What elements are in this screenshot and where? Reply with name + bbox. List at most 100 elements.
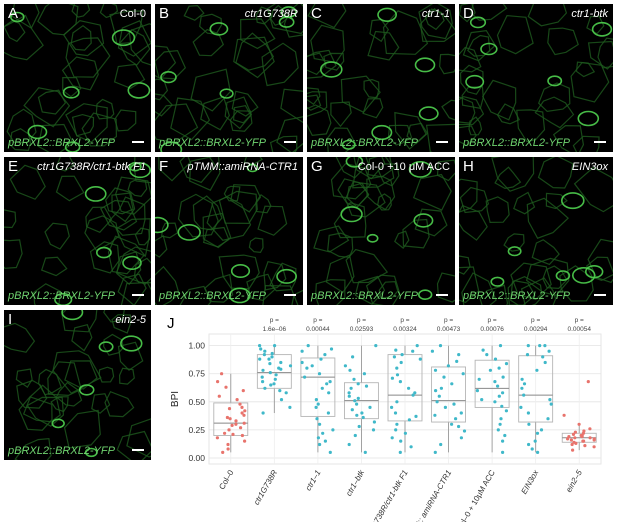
data-point xyxy=(355,413,359,417)
micrograph-b xyxy=(155,4,303,152)
data-point xyxy=(481,348,485,352)
data-point xyxy=(573,430,577,434)
y-tick-label: 0.25 xyxy=(188,425,205,435)
data-point xyxy=(269,383,273,387)
p-value: 0.00324 xyxy=(393,326,417,333)
data-point xyxy=(459,436,463,440)
micrograph-d xyxy=(459,4,613,152)
data-point xyxy=(398,450,402,454)
data-point xyxy=(318,442,322,447)
data-point xyxy=(497,366,501,370)
data-point xyxy=(395,366,399,370)
data-point xyxy=(522,393,526,397)
p-value-label: p = xyxy=(313,317,322,324)
data-point xyxy=(393,411,398,415)
x-tick-label: ctr1G738R/ctr1-btk F1 xyxy=(362,469,409,523)
panel-letter: B xyxy=(159,5,170,22)
panel-letter: D xyxy=(463,5,474,22)
data-point xyxy=(240,411,244,415)
genotype-label: ctr1G738R xyxy=(244,8,298,20)
data-point xyxy=(394,428,398,432)
data-point xyxy=(546,417,550,421)
data-point xyxy=(353,399,357,403)
panel-letter: C xyxy=(311,5,322,22)
box xyxy=(518,355,554,423)
panel-letter: F xyxy=(159,158,169,175)
p-value-label: p = xyxy=(270,317,279,324)
genotype-label: EIN3ox xyxy=(571,161,608,173)
data-point xyxy=(314,405,318,409)
data-point xyxy=(234,422,238,426)
data-point xyxy=(504,409,508,413)
data-point xyxy=(497,394,501,398)
micrograph-g xyxy=(313,157,455,305)
data-point xyxy=(562,413,566,417)
micrograph-f xyxy=(155,157,303,305)
reporter-label: pBRXL2::BRXL2-YFP xyxy=(463,137,570,149)
box-group xyxy=(561,380,597,452)
box-group xyxy=(256,344,293,415)
reporter-label: pBRXL2::BRXL2-YFP xyxy=(8,137,115,149)
data-point xyxy=(549,402,553,406)
data-point xyxy=(325,382,329,386)
data-point xyxy=(272,382,276,386)
data-point xyxy=(480,398,484,402)
panel-letter: I xyxy=(8,311,13,328)
data-point xyxy=(300,349,304,353)
data-point xyxy=(450,382,454,386)
data-point xyxy=(351,355,355,359)
data-point xyxy=(274,373,278,377)
data-point xyxy=(279,367,283,371)
data-point xyxy=(348,368,352,372)
data-point xyxy=(216,380,220,384)
data-point xyxy=(364,384,369,388)
data-point xyxy=(520,386,524,390)
data-point xyxy=(547,349,551,353)
data-point xyxy=(571,448,575,452)
data-point xyxy=(535,431,540,435)
data-point xyxy=(331,428,335,432)
y-tick-label: 0.00 xyxy=(188,453,205,463)
panel-a: A Col-0 pBRXL2::BRXL2-YFP xyxy=(4,4,151,152)
data-point xyxy=(533,439,537,443)
data-point xyxy=(347,442,351,447)
p-value-label: p = xyxy=(400,317,409,324)
data-point xyxy=(241,389,245,393)
data-point xyxy=(400,353,404,357)
data-point xyxy=(455,359,459,363)
data-point xyxy=(240,405,244,409)
data-point xyxy=(543,360,547,365)
panel-g: G Col-0 +10 μM ACC pBRXL2::BRXL2-YFP xyxy=(307,157,455,305)
y-tick-label: 0.50 xyxy=(188,397,205,407)
data-point xyxy=(488,368,492,372)
panel-i: I ein2-5 pBRXL2::BRXL2-YFP xyxy=(4,310,151,460)
genotype-label: ctr1-btk xyxy=(571,8,608,20)
data-point xyxy=(235,398,239,402)
data-point xyxy=(527,442,531,447)
data-point xyxy=(315,417,319,421)
data-point xyxy=(347,394,351,398)
data-point xyxy=(368,405,372,409)
data-point xyxy=(347,391,351,395)
y-tick-label: 0.75 xyxy=(188,369,205,379)
micrograph-e xyxy=(4,157,151,305)
data-point xyxy=(498,422,502,426)
data-point xyxy=(461,372,465,376)
bpi-boxplot: J 0.00 0.25 0.50 0.75 1.00 BPI Col–0 p = 1.6e–06 c… xyxy=(167,315,602,523)
data-point xyxy=(361,415,365,420)
p-value: 0.00076 xyxy=(480,326,504,333)
data-point xyxy=(434,389,438,393)
scale-bar xyxy=(284,141,296,143)
data-point xyxy=(261,380,265,384)
data-point xyxy=(459,411,463,415)
genotype-label: ein2-5 xyxy=(115,314,146,326)
data-point xyxy=(374,344,378,348)
micrograph-a xyxy=(4,4,151,152)
data-point xyxy=(356,396,360,400)
micrograph-i xyxy=(4,310,151,460)
data-point xyxy=(273,344,277,348)
data-point xyxy=(586,380,590,384)
data-point xyxy=(462,429,467,433)
data-point xyxy=(592,437,596,441)
data-point xyxy=(279,360,283,365)
